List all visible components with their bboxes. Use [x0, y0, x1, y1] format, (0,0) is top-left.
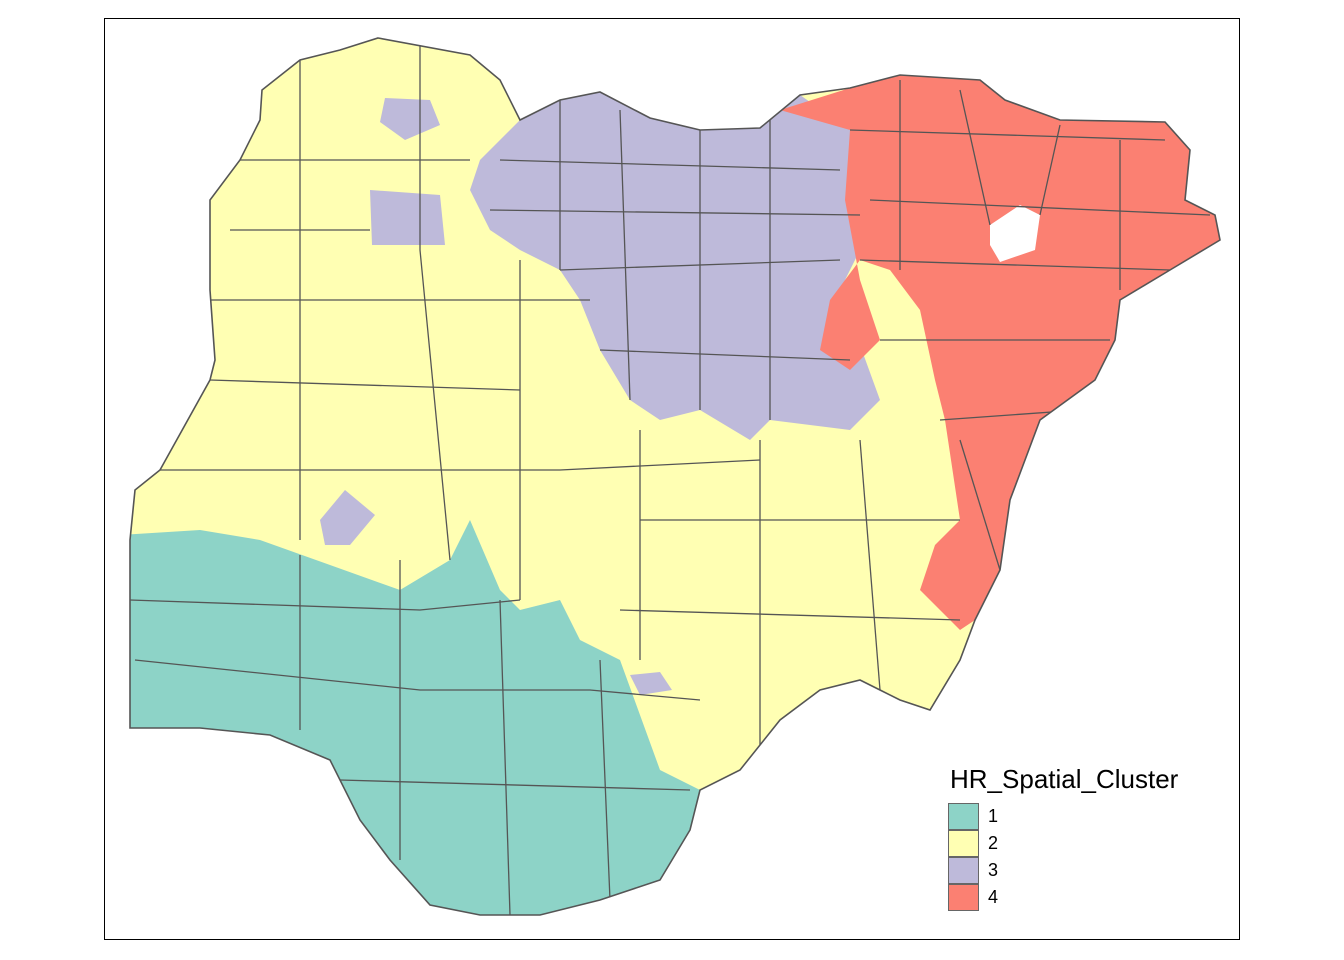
- legend-label: 3: [988, 860, 999, 880]
- legend-label: 1: [988, 806, 999, 826]
- legend-item-cluster-4: 4: [948, 884, 1178, 911]
- lake-chad-area: [990, 205, 1040, 262]
- legend-item-cluster-3: 3: [948, 857, 1178, 884]
- legend-swatch: [948, 803, 979, 830]
- country-outline: [129, 37, 1221, 916]
- legend-label: 4: [988, 887, 999, 907]
- map-frame: [104, 18, 1240, 940]
- legend-swatch: [948, 884, 979, 911]
- cluster-3-region-center: [320, 490, 375, 545]
- cluster-3-region-west: [370, 190, 445, 245]
- legend-label: 2: [988, 833, 999, 853]
- district-boundaries: [130, 45, 1211, 915]
- legend-title: HR_Spatial_Cluster: [950, 764, 1179, 794]
- legend-item-cluster-2: 2: [948, 830, 1178, 857]
- cluster-4-region: [780, 75, 1220, 630]
- legend-item-cluster-1: 1: [948, 803, 1178, 830]
- legend-swatch: [948, 857, 979, 884]
- cluster-3-region-south: [630, 672, 672, 695]
- legend-swatch: [948, 830, 979, 857]
- cluster-3-region-north: [380, 98, 440, 140]
- map-legend: HR_Spatial_Cluster 1 2 3 4: [948, 764, 1178, 911]
